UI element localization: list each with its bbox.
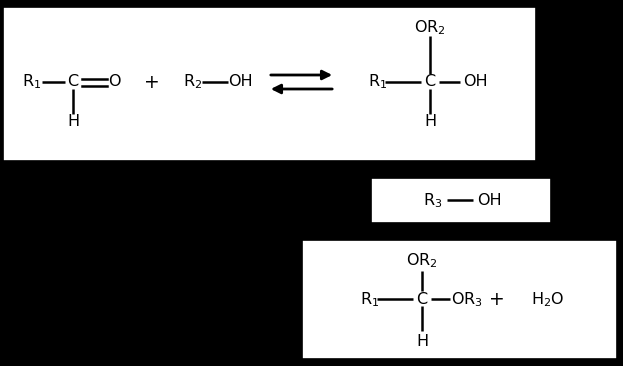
Text: OR$_2$: OR$_2$ xyxy=(406,252,438,270)
Text: OH: OH xyxy=(477,193,502,208)
Text: +: + xyxy=(489,290,505,309)
Text: R$_1$: R$_1$ xyxy=(360,290,379,309)
Text: +: + xyxy=(144,72,160,92)
Text: H: H xyxy=(67,115,79,130)
Text: R$_1$: R$_1$ xyxy=(368,72,388,92)
Text: C: C xyxy=(67,75,78,90)
Text: OH: OH xyxy=(463,75,487,90)
Text: R$_3$: R$_3$ xyxy=(423,191,443,210)
Text: H: H xyxy=(416,334,428,349)
Text: O: O xyxy=(108,75,120,90)
Text: OR$_2$: OR$_2$ xyxy=(414,19,446,37)
Text: OR$_3$: OR$_3$ xyxy=(451,290,483,309)
Text: OH: OH xyxy=(227,75,252,90)
Text: H: H xyxy=(424,115,436,130)
Text: C: C xyxy=(424,75,435,90)
Text: H$_2$O: H$_2$O xyxy=(531,290,564,309)
Bar xyxy=(3,7,536,161)
Text: C: C xyxy=(417,292,428,307)
Text: R$_2$: R$_2$ xyxy=(183,72,202,92)
Text: R$_1$: R$_1$ xyxy=(22,72,41,92)
Bar xyxy=(302,240,617,359)
Bar xyxy=(371,178,551,223)
